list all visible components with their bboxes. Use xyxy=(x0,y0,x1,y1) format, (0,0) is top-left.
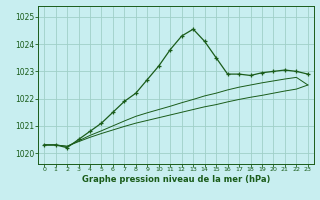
X-axis label: Graphe pression niveau de la mer (hPa): Graphe pression niveau de la mer (hPa) xyxy=(82,175,270,184)
